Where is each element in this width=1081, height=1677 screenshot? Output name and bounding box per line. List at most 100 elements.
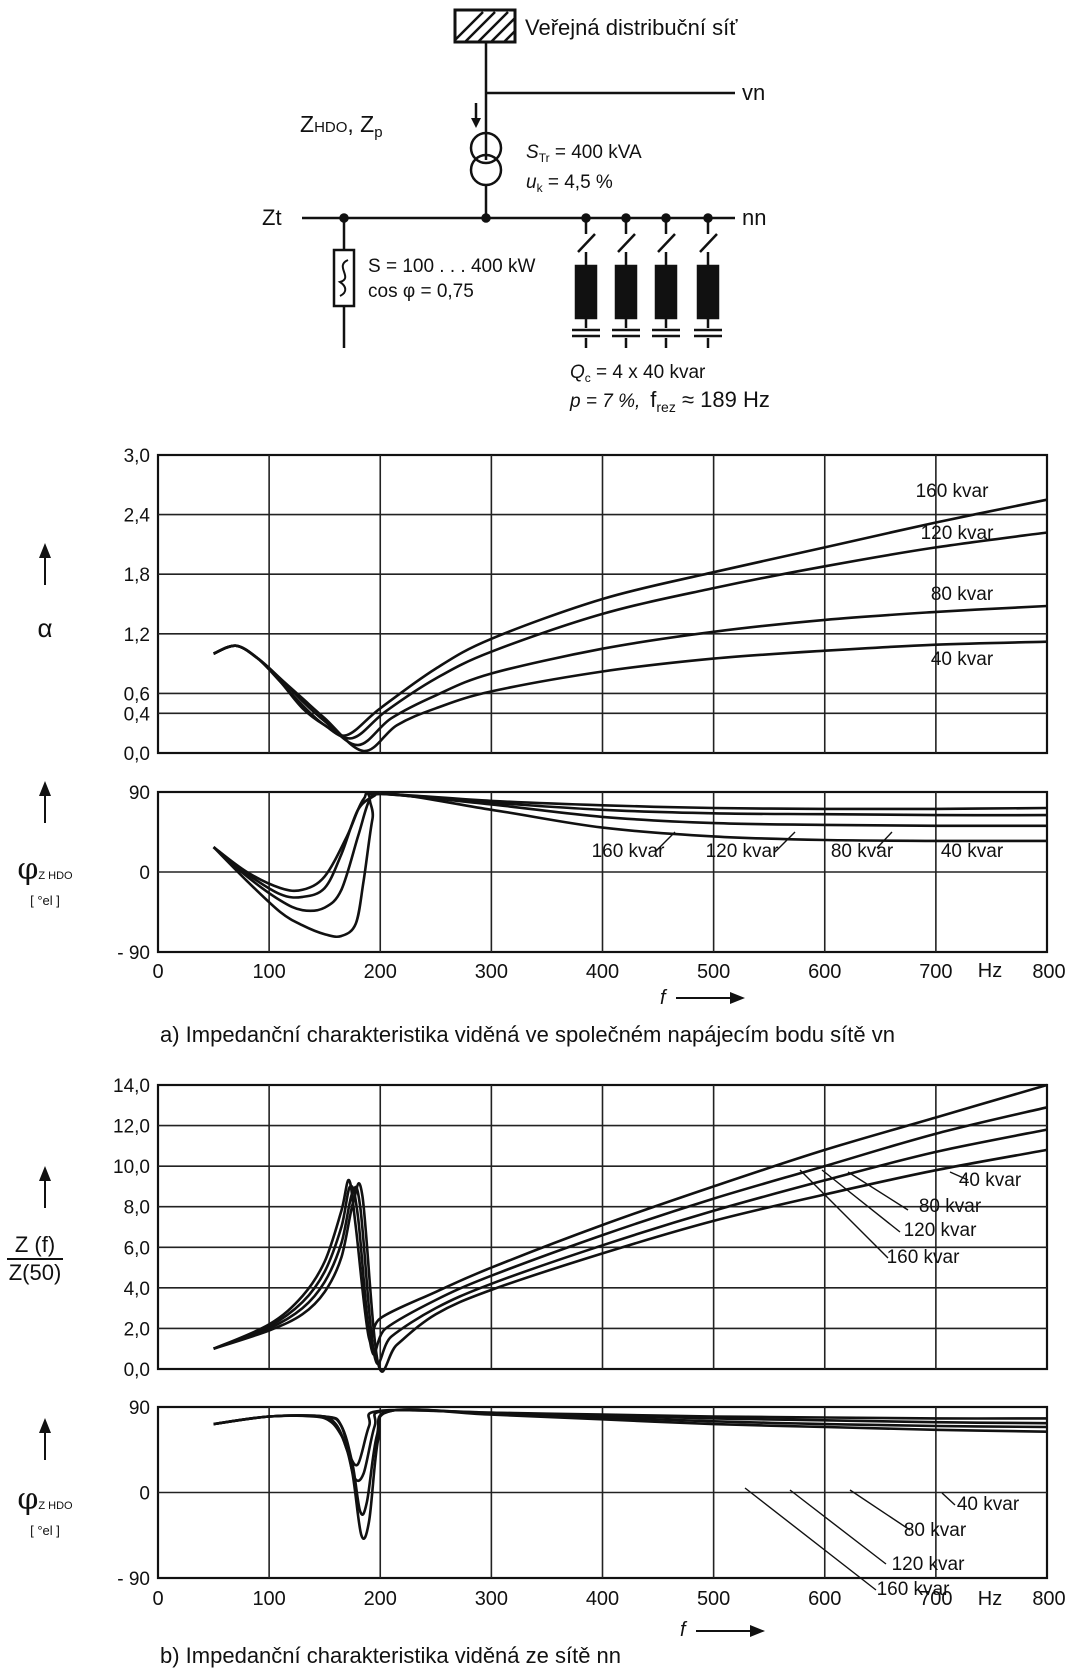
y-tick-label: 3,0 bbox=[124, 446, 150, 467]
x-tick-label: 500 bbox=[697, 961, 730, 983]
series-label: 40 kvar bbox=[931, 649, 994, 670]
series-line bbox=[213, 1408, 1048, 1516]
capacitor-bank-icon bbox=[572, 213, 722, 348]
transformer-uk: uk = 4,5 % bbox=[526, 172, 613, 195]
series-label: 120 kvar bbox=[706, 841, 780, 862]
series-label: 120 kvar bbox=[904, 1220, 978, 1241]
label-pointers bbox=[654, 831, 969, 1591]
load-cos-phi: cos φ = 0,75 bbox=[368, 281, 474, 302]
f-symbol: f bbox=[660, 987, 668, 1009]
series-line bbox=[213, 1106, 1048, 1356]
y-tick-label: 8,0 bbox=[124, 1198, 150, 1219]
x-tick-label: 400 bbox=[586, 1588, 619, 1610]
y-tick-label: 2,0 bbox=[124, 1319, 150, 1340]
series-line bbox=[213, 1408, 1048, 1483]
series-label: 80 kvar bbox=[919, 1196, 982, 1217]
series-line bbox=[213, 1148, 1048, 1373]
vn-label: vn bbox=[742, 80, 765, 105]
series-label: 80 kvar bbox=[931, 584, 994, 605]
x-tick-label: 300 bbox=[475, 1588, 508, 1610]
series-label: 120 kvar bbox=[892, 1554, 966, 1575]
y-tick-label: 0 bbox=[139, 1484, 150, 1505]
y-tick-label: 0,6 bbox=[124, 684, 150, 705]
zf-ratio-label: Z (f) Z(50) bbox=[6, 1232, 64, 1285]
alpha-label: α bbox=[37, 613, 52, 643]
x-tick-label: 200 bbox=[364, 961, 397, 983]
hz-label: Hz bbox=[978, 960, 1002, 982]
x-tick-label: 0 bbox=[152, 1588, 163, 1610]
x-tick-label: 600 bbox=[808, 1588, 841, 1610]
zhdo-zp-label: ZHDO, Zp bbox=[300, 111, 383, 141]
y-tick-label: 1,8 bbox=[124, 565, 150, 586]
phi-label-b: φZ HDO [ °el ] bbox=[17, 1482, 73, 1538]
y-tick-label: 1,2 bbox=[124, 625, 150, 646]
series-label: 160 kvar bbox=[592, 841, 666, 862]
y-tick-label: 4,0 bbox=[124, 1279, 150, 1300]
series-label: 160 kvar bbox=[877, 1579, 951, 1600]
series-label: 120 kvar bbox=[921, 523, 995, 544]
x-tick-label: 500 bbox=[697, 1588, 730, 1610]
y-tick-label: 10,0 bbox=[113, 1157, 150, 1178]
y-tick-label: 6,0 bbox=[124, 1238, 150, 1259]
x-tick-label: 400 bbox=[586, 961, 619, 983]
x-tick-label: 600 bbox=[808, 961, 841, 983]
x-tick-label: 200 bbox=[364, 1588, 397, 1610]
series-label: 40 kvar bbox=[959, 1170, 1022, 1191]
series-label: 40 kvar bbox=[941, 841, 1004, 862]
y-tick-label: 0 bbox=[139, 863, 150, 884]
y-tick-label: 90 bbox=[129, 783, 150, 804]
chart-b-impedance: 0,0 2,0 4,0 6,0 8,0 10,0 12,0 14,0 bbox=[113, 1076, 1049, 1381]
nn-label: nn bbox=[742, 205, 766, 230]
series-line bbox=[213, 1408, 1048, 1540]
f-symbol: f bbox=[680, 1619, 688, 1641]
series-line bbox=[212, 792, 1048, 939]
zt-label: Zt bbox=[262, 205, 282, 230]
capacitor-detuning: p = 7 %, frez ≈ 189 Hz bbox=[569, 387, 770, 415]
series-line bbox=[213, 640, 1048, 753]
series-label: 80 kvar bbox=[831, 841, 894, 862]
transformer-rating: STr = 400 kVA bbox=[526, 142, 642, 165]
x-tick-label: 800 bbox=[1032, 1588, 1065, 1610]
x-tick-label: 700 bbox=[919, 961, 952, 983]
phi-label-a: φZ HDO [ °el ] bbox=[17, 852, 73, 908]
y-tick-label: 0,0 bbox=[124, 1360, 150, 1381]
series-label: 40 kvar bbox=[957, 1494, 1020, 1515]
y-tick-label: 12,0 bbox=[113, 1117, 150, 1138]
series-line bbox=[213, 1128, 1048, 1366]
x-tick-label: 800 bbox=[1032, 961, 1065, 983]
circuit-schematic bbox=[302, 8, 735, 348]
caption-a: a) Impedanční charakteristika viděná ve … bbox=[160, 1022, 895, 1047]
load-rating: S = 100 . . . 400 kW bbox=[368, 256, 535, 277]
y-tick-label: 0,4 bbox=[124, 704, 151, 725]
series-line bbox=[213, 604, 1048, 747]
chart-a-alpha: 0,0 0,40,6 1,2 1,8 2,4 3,0 bbox=[124, 446, 1049, 765]
y-tick-label: 2,4 bbox=[124, 506, 151, 527]
y-tick-label: 0,0 bbox=[124, 744, 150, 765]
load-icon bbox=[332, 218, 356, 348]
x-tick-label: 300 bbox=[475, 961, 508, 983]
y-tick-label: 14,0 bbox=[113, 1076, 150, 1097]
x-tick-label: 100 bbox=[252, 1588, 285, 1610]
impedance-arrow-icon bbox=[471, 103, 481, 128]
series-label: 160 kvar bbox=[887, 1247, 961, 1268]
x-tick-label: 700 bbox=[919, 1588, 952, 1610]
y-tick-label: - 90 bbox=[117, 1569, 150, 1590]
y-tick-label: 90 bbox=[129, 1398, 150, 1419]
x-tick-label: 0 bbox=[152, 961, 163, 983]
series-line bbox=[213, 1083, 1048, 1350]
network-label: Veřejná distribuční síť bbox=[525, 15, 738, 40]
up-arrow-icon bbox=[39, 543, 51, 1460]
caption-b: b) Impedanční charakteristika viděná ze … bbox=[160, 1643, 622, 1668]
series-line bbox=[213, 531, 1048, 740]
hz-label: Hz bbox=[978, 1588, 1002, 1610]
public-network-icon bbox=[453, 8, 517, 44]
frequency-arrow-icon bbox=[676, 992, 765, 1637]
series-label: 80 kvar bbox=[904, 1520, 967, 1541]
series-label: 160 kvar bbox=[916, 481, 990, 502]
y-tick-label: - 90 bbox=[117, 943, 150, 964]
capacitor-rating: Qc = 4 x 40 kvar bbox=[570, 362, 706, 385]
x-tick-label: 100 bbox=[252, 961, 285, 983]
